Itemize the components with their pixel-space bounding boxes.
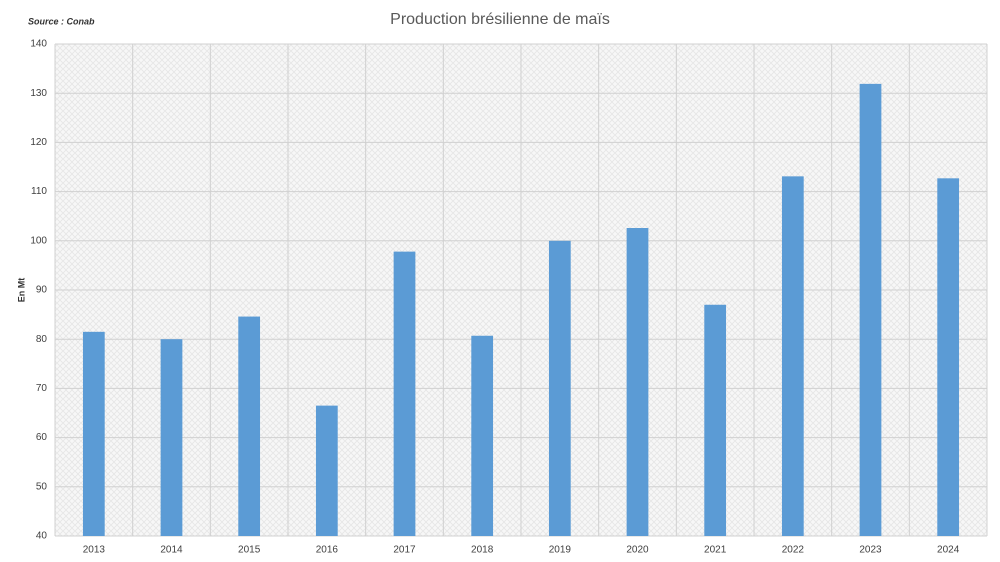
- y-tick-label: 120: [30, 137, 47, 148]
- bar: [315, 405, 338, 536]
- bar: [626, 228, 649, 536]
- x-tick-label: 2015: [238, 545, 261, 556]
- x-tick-label: 2018: [471, 545, 494, 556]
- y-tick-label: 60: [36, 432, 48, 443]
- x-tick-label: 2019: [549, 545, 572, 556]
- bar: [548, 240, 571, 537]
- y-tick-label: 100: [30, 235, 47, 246]
- bar: [471, 335, 494, 536]
- bar: [393, 251, 416, 536]
- bar: [704, 304, 727, 536]
- x-tick-label: 2016: [316, 545, 339, 556]
- y-tick-label: 90: [36, 285, 48, 296]
- x-tick-label: 2014: [160, 545, 183, 556]
- source-note: Source : Conab: [28, 16, 95, 26]
- bar: [160, 339, 183, 536]
- y-tick-label: 140: [30, 39, 47, 50]
- x-tick-label: 2022: [782, 545, 805, 556]
- y-axis-label: En Mt: [16, 278, 26, 303]
- x-tick-label: 2017: [393, 545, 416, 556]
- bar: [781, 176, 804, 536]
- y-tick-label: 40: [36, 531, 48, 542]
- x-tick-label: 2024: [937, 545, 960, 556]
- bar: [82, 331, 105, 536]
- x-tick-label: 2021: [704, 545, 727, 556]
- bar: [937, 178, 960, 537]
- y-tick-label: 130: [30, 88, 47, 99]
- bar: [859, 83, 882, 537]
- x-tick-label: 2020: [626, 545, 649, 556]
- bar: [238, 316, 261, 536]
- x-tick-label: 2023: [859, 545, 882, 556]
- y-tick-label: 80: [36, 334, 48, 345]
- y-tick-label: 70: [36, 383, 48, 394]
- x-tick-label: 2013: [83, 545, 106, 556]
- y-tick-label: 50: [36, 481, 48, 492]
- y-tick-label: 110: [31, 186, 47, 197]
- chart-title: Production brésilienne de maïs: [390, 11, 610, 28]
